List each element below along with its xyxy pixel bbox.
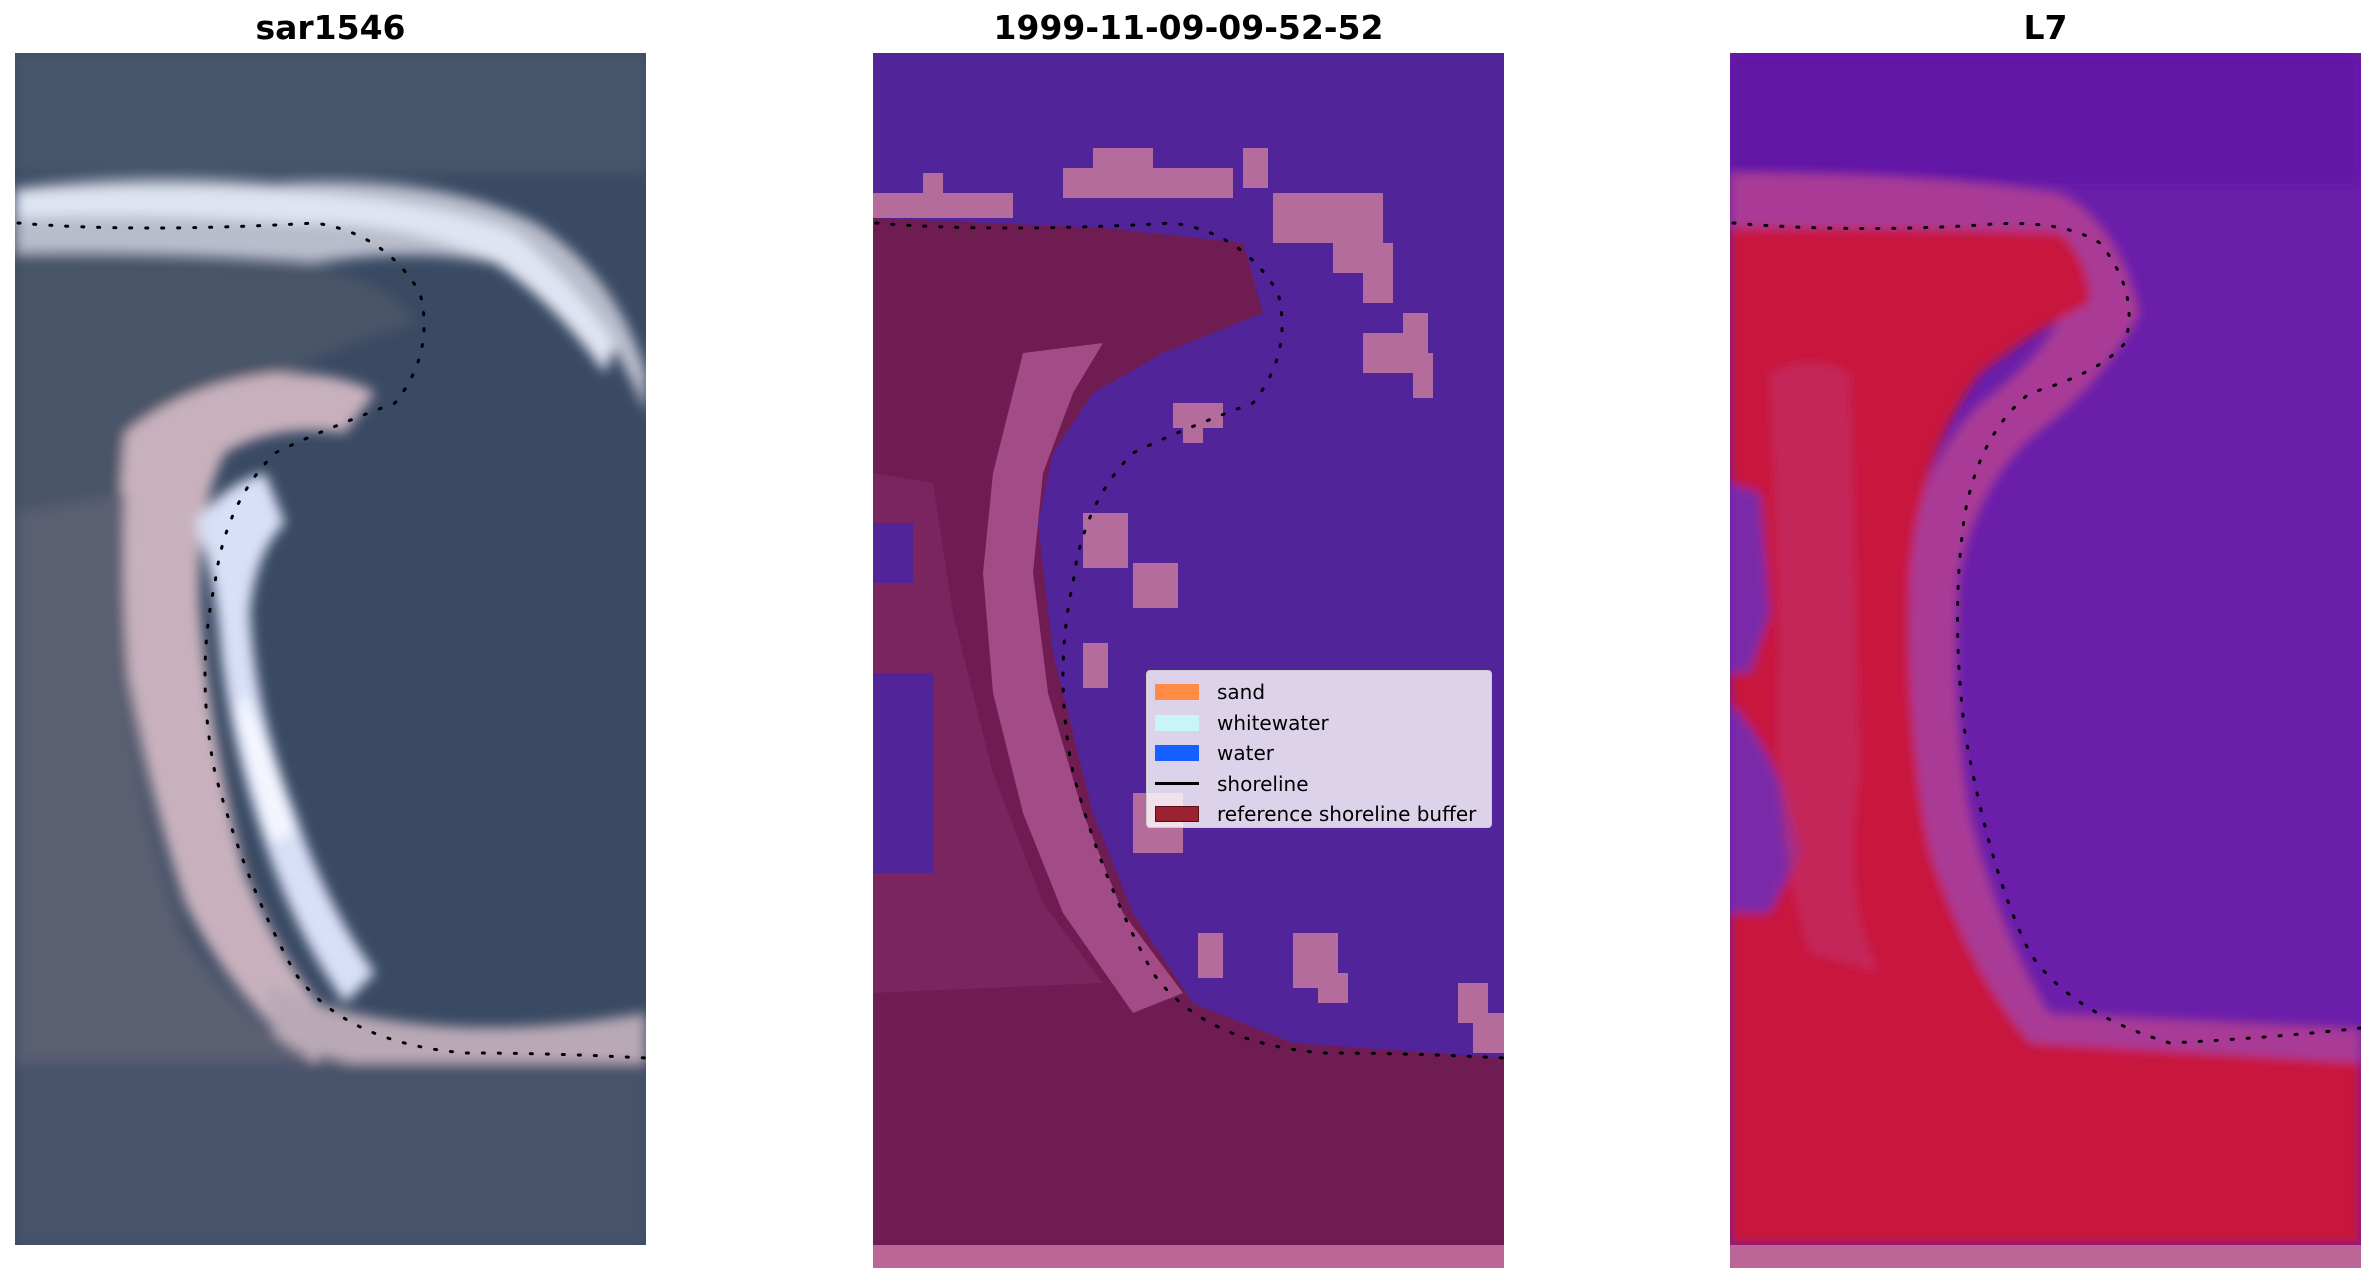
legend-entry-sand: sand (1155, 677, 1483, 708)
classified-image-canvas (873, 53, 1504, 1268)
rgb-satellite-image (15, 53, 646, 1245)
legend-label-water: water (1217, 741, 1274, 766)
legend-entry-water: water (1155, 738, 1483, 769)
whitewater-swatch (1155, 714, 1199, 731)
shoreline-line-marker (1155, 782, 1199, 786)
reference-buffer-swatch (1155, 806, 1199, 823)
legend-label-reference-buffer: reference shoreline buffer (1217, 802, 1477, 827)
mndwi-shoreline (1731, 221, 2361, 1045)
classified-image (873, 53, 1504, 1268)
legend-label-sand: sand (1217, 680, 1266, 705)
water-swatch (1155, 745, 1199, 762)
classification-legend: sand whitewater water shoreline referenc… (1146, 670, 1492, 828)
legend-entry-reference-buffer: reference shoreline buffer (1155, 799, 1483, 830)
sand-swatch (1155, 684, 1199, 701)
classified-image-title: 1999-11-09-09-52-52 (993, 8, 1384, 47)
rgb-shoreline (16, 221, 646, 1060)
rgb-image-canvas (15, 53, 646, 1245)
mndwi-image (1730, 53, 2361, 1268)
legend-label-shoreline: shoreline (1217, 771, 1309, 796)
mndwi-image-canvas (1730, 53, 2361, 1268)
legend-entry-shoreline: shoreline (1155, 769, 1483, 800)
legend-entry-whitewater: whitewater (1155, 708, 1483, 739)
legend-label-whitewater: whitewater (1217, 710, 1329, 735)
rgb-image-title: sar1546 (255, 8, 406, 47)
classified-shoreline (874, 221, 1504, 1060)
mndwi-image-title: L7 (2023, 8, 2068, 47)
